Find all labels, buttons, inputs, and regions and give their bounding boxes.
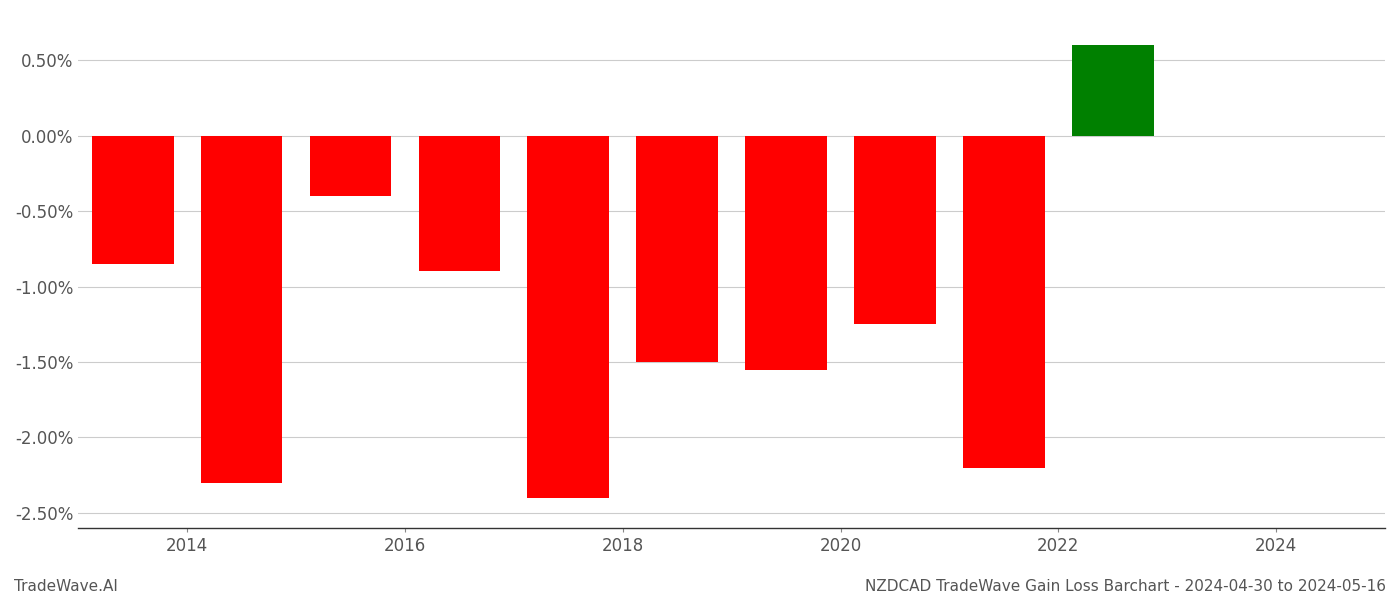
Bar <box>528 136 609 498</box>
Bar <box>92 136 174 264</box>
Bar <box>419 136 500 271</box>
Bar <box>309 136 392 196</box>
Text: NZDCAD TradeWave Gain Loss Barchart - 2024-04-30 to 2024-05-16: NZDCAD TradeWave Gain Loss Barchart - 20… <box>865 579 1386 594</box>
Bar <box>200 136 283 483</box>
Bar <box>745 136 827 370</box>
Text: TradeWave.AI: TradeWave.AI <box>14 579 118 594</box>
Bar <box>963 136 1044 467</box>
Bar <box>1072 45 1154 136</box>
Bar <box>854 136 935 324</box>
Bar <box>637 136 718 362</box>
